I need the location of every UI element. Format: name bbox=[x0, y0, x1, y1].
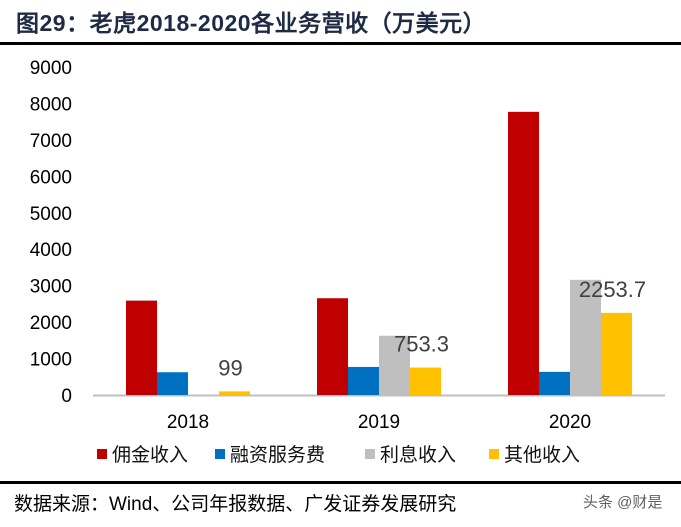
bar-2019-3 bbox=[379, 335, 410, 395]
legend-item: 其他收入 bbox=[489, 440, 580, 467]
bar-2019-2 bbox=[348, 366, 379, 395]
y-tick-label: 9000 bbox=[30, 58, 72, 79]
y-tick-label: 2000 bbox=[30, 313, 72, 334]
legend-item: 佣金收入 bbox=[97, 440, 188, 467]
legend: 佣金收入 融资服务费 利息收入 其他收入 bbox=[0, 440, 681, 466]
y-tick-label: 0 bbox=[61, 386, 72, 407]
y-tick-label: 8000 bbox=[30, 94, 72, 115]
bar-2020-1 bbox=[508, 111, 539, 396]
legend-label: 利息收入 bbox=[380, 445, 457, 466]
legend-swatch bbox=[365, 448, 375, 459]
bar-2020-3 bbox=[570, 279, 601, 395]
bar-2018-1 bbox=[126, 300, 157, 395]
y-tick-label: 6000 bbox=[30, 167, 72, 188]
figure-title: 图29：老虎2018-2020各业务营收（万美元） bbox=[16, 10, 487, 36]
source-rule bbox=[0, 481, 681, 484]
y-tick-label: 7000 bbox=[30, 131, 72, 152]
bar-2020-4 bbox=[601, 312, 632, 395]
legend-label: 融资服务费 bbox=[230, 445, 326, 466]
data-label: 2253.7 bbox=[579, 277, 646, 302]
legend-item: 利息收入 bbox=[365, 440, 456, 467]
x-tick-label: 2020 bbox=[549, 412, 591, 433]
bar-2018-4 bbox=[219, 391, 250, 395]
legend-swatch bbox=[215, 448, 225, 459]
legend-swatch bbox=[489, 448, 499, 459]
legend-label: 其他收入 bbox=[504, 445, 581, 466]
watermark: 头条 @财是 bbox=[583, 494, 663, 511]
bar-2020-2 bbox=[539, 371, 570, 395]
y-tick-label: 3000 bbox=[30, 277, 72, 298]
title-rule bbox=[0, 42, 681, 45]
data-label: 99 bbox=[218, 355, 242, 380]
bar-2019-1 bbox=[317, 298, 348, 395]
y-tick-label: 4000 bbox=[30, 240, 72, 261]
bar-2018-2 bbox=[157, 372, 188, 395]
x-tick-label: 2018 bbox=[167, 412, 209, 433]
source-note: 数据来源：Wind、公司年报数据、广发证券发展研究 bbox=[14, 494, 457, 515]
x-tick-label: 2019 bbox=[358, 412, 400, 433]
y-tick-label: 5000 bbox=[30, 204, 72, 225]
y-tick-label: 1000 bbox=[30, 350, 72, 371]
bar-chart: 0 1000 2000 3000 4000 5000 6000 7000 8000 9000 201… bbox=[30, 58, 665, 433]
legend-item: 融资服务费 bbox=[215, 440, 325, 467]
legend-swatch bbox=[97, 448, 107, 459]
data-label: 753.3 bbox=[394, 332, 449, 357]
legend-label: 佣金收入 bbox=[112, 445, 189, 466]
bar-2019-4 bbox=[410, 367, 441, 395]
